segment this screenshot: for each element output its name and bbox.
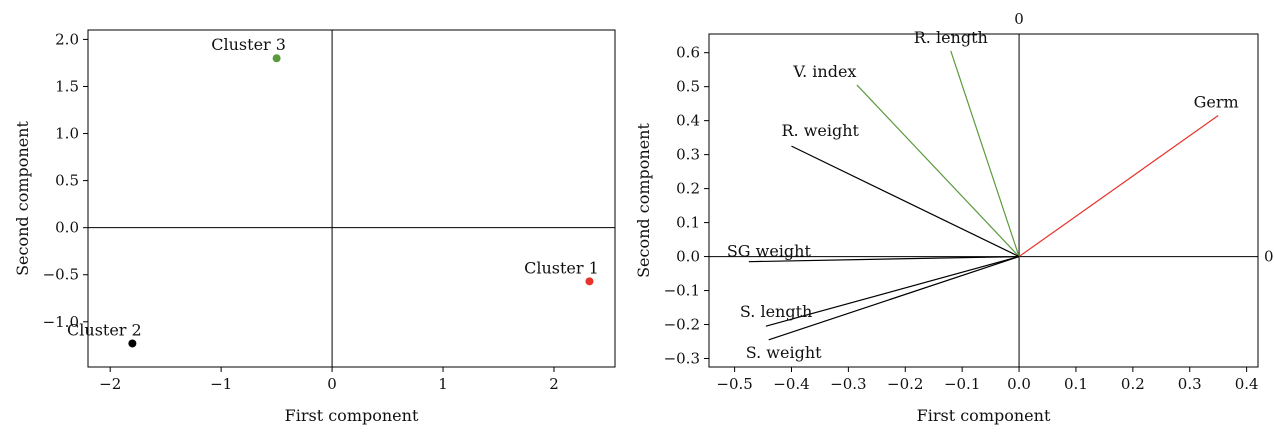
right-x-tick-label: −0.4 (773, 375, 809, 393)
right-x-tick-label: 0.3 (1178, 375, 1202, 393)
left-x-tick-label: −2 (99, 375, 121, 393)
right-y-tick-label: −0.2 (664, 316, 700, 334)
right-y-tick-label: 0.4 (676, 112, 700, 130)
vector-sg-weight (748, 255, 1020, 263)
vector-label-r-length: R. length (914, 28, 988, 47)
right-x-tick-label: −0.3 (830, 375, 866, 393)
right-y-tick-label: 0.2 (676, 180, 700, 198)
right-x-tick-label: −0.1 (944, 375, 980, 393)
left-x-tick-label: 1 (438, 375, 448, 393)
vector-label-v-index: V. index (792, 62, 856, 81)
left-y-tick-label: 1.0 (55, 125, 79, 143)
point-cluster-2 (128, 339, 137, 348)
left-y-tick-label: −0.5 (43, 266, 79, 284)
right-y-tick-label: 0.3 (676, 146, 700, 164)
right-y-tick-label: −0.1 (664, 282, 700, 300)
right-x-tick-label: 0.2 (1121, 375, 1145, 393)
right-y-axis-title: Second component (634, 123, 653, 278)
vector-s-weight (768, 255, 1020, 341)
left-x-tick-label: 2 (549, 375, 559, 393)
right-plot-frame (708, 33, 1259, 368)
right-y-tick-label: 0.0 (676, 248, 700, 266)
point-label-cluster-3: Cluster 3 (211, 35, 286, 54)
vector-label-sg-weight: SG weight (727, 242, 812, 261)
loading-vectors-panel: −0.5 −0.4 −0.3 −0.2 −0.1 0.0 0.1 0.2 0.3 0.4 −0.3 −… (634, 10, 1274, 425)
right-zero-top-label: 0 (1014, 10, 1024, 28)
left-y-tick-label: 1.5 (55, 77, 79, 95)
left-y-tick-label: −1.0 (43, 313, 79, 331)
vector-label-s-weight: S. weight (746, 343, 822, 362)
right-y-tick-label: 0.5 (676, 78, 700, 96)
left-y-tick-label: 0.5 (55, 172, 79, 190)
right-y-tick-label: −0.3 (664, 350, 700, 368)
left-x-tick-label: −1 (210, 375, 232, 393)
vector-s-length (765, 255, 1020, 327)
left-plot-frame (87, 29, 616, 368)
vector-r-weight (791, 145, 1020, 258)
left-x-tick-label: 0 (327, 375, 337, 393)
point-cluster-3 (272, 54, 281, 63)
point-label-cluster-1: Cluster 1 (524, 258, 599, 277)
right-x-tick-label: 0.0 (1007, 375, 1031, 393)
left-x-axis-title: First component (285, 406, 419, 425)
left-y-tick-label: 2.0 (55, 30, 79, 48)
right-x-tick-label: −0.5 (716, 375, 752, 393)
right-x-axis-title: First component (917, 406, 1051, 425)
vector-germ (1018, 115, 1219, 258)
vector-label-germ: Germ (1194, 93, 1239, 112)
right-x-tick-label: 0.1 (1064, 375, 1088, 393)
point-label-cluster-2: Cluster 2 (67, 320, 142, 339)
point-cluster-1 (585, 277, 594, 286)
right-y-tick-label: 0.6 (676, 44, 700, 62)
right-x-tick-label: 0.4 (1235, 375, 1259, 393)
vector-v-index (856, 84, 1020, 257)
right-y-tick-label: 0.1 (676, 214, 700, 232)
vector-label-s-length: S. length (740, 302, 812, 321)
left-y-tick-label: 0.0 (55, 219, 79, 237)
left-y-axis-title: Second component (13, 121, 32, 276)
vector-label-r-weight: R. weight (781, 121, 859, 140)
right-x-tick-label: −0.2 (887, 375, 923, 393)
cluster-scatter-panel: −2 −1 0 1 2 −1.0 −0.5 0.0 0.5 1.0 1.5 2.0 First comp… (13, 29, 616, 425)
vector-r-length (950, 50, 1020, 257)
right-zero-right-label: 0 (1264, 248, 1274, 266)
